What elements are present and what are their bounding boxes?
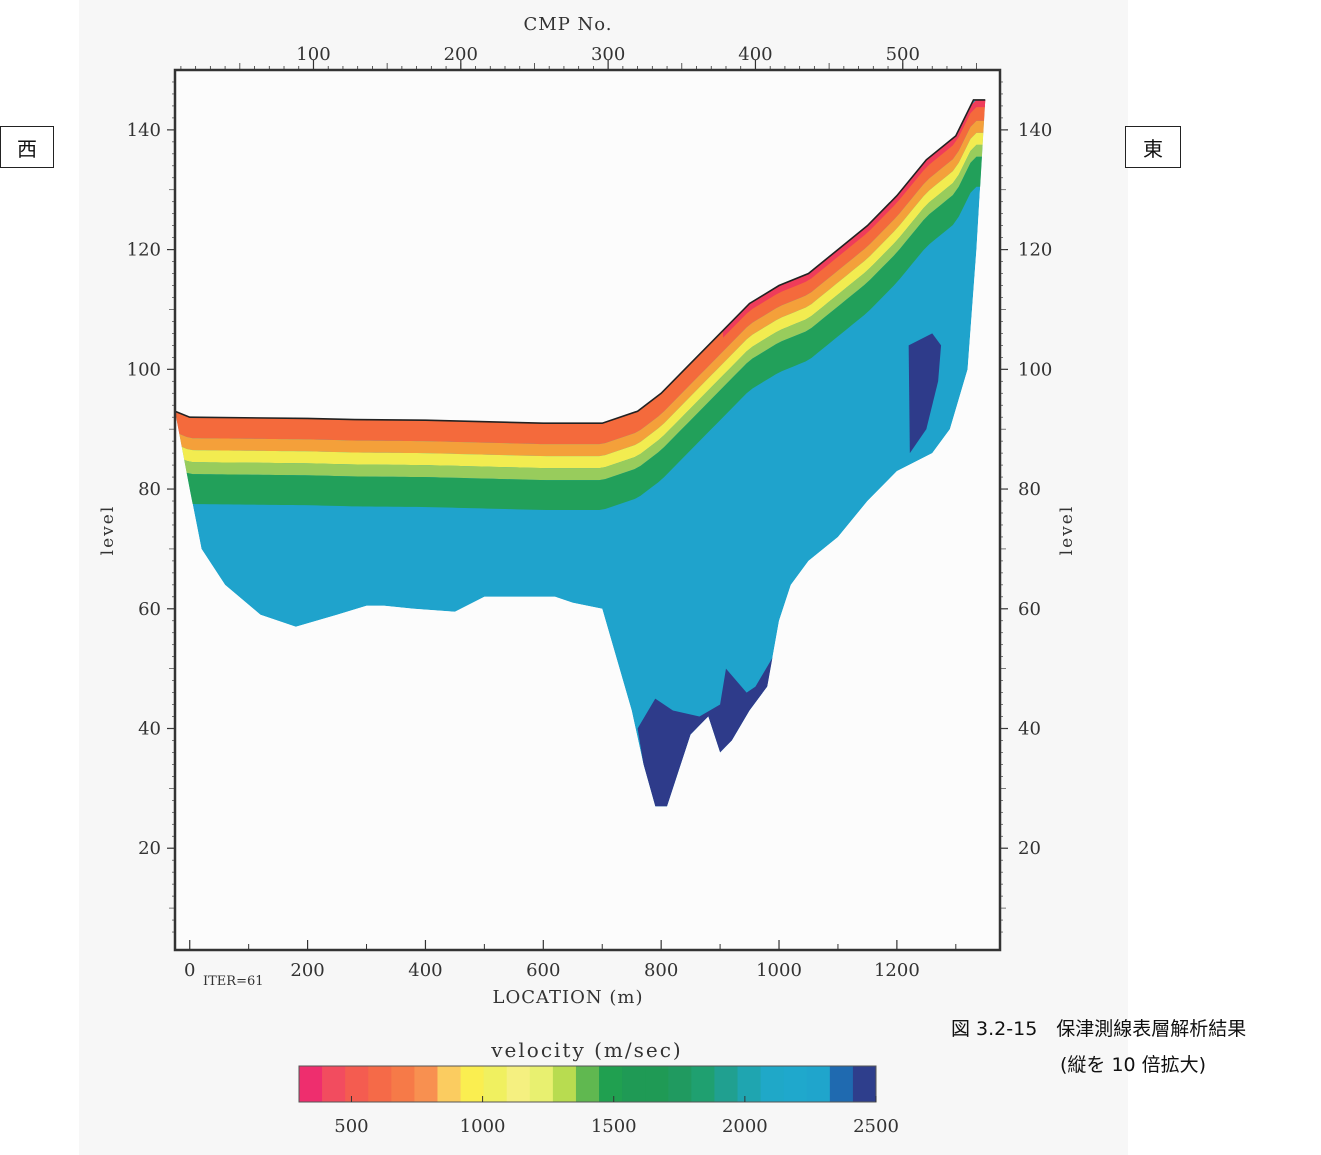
y-tick-label-right: 20 <box>1018 838 1041 859</box>
west-label-box: 西 <box>0 126 54 168</box>
east-label-box: 東 <box>1125 126 1181 168</box>
y-tick-label-right: 100 <box>1018 359 1052 380</box>
y-axis-title-left: level <box>98 505 118 556</box>
colorbar-ticks: 500 1000 1500 2000 2500 <box>334 1096 899 1137</box>
colorbar-tick-label: 2500 <box>853 1116 899 1137</box>
x-axis-title: LOCATION (m) <box>493 987 644 1008</box>
colorbar-swatch <box>760 1066 785 1102</box>
velocity-layer-3 <box>175 144 986 481</box>
high-velocity-zone-1 <box>908 333 942 454</box>
figure-note: (縦を 10 倍拡大) <box>1060 1054 1207 1076</box>
y-tick-label-right: 40 <box>1018 719 1041 740</box>
x-tick-label: 1000 <box>756 960 802 981</box>
plot-frame <box>173 68 1002 952</box>
colorbar-tick-label: 2000 <box>722 1116 768 1137</box>
x-tick-label: 400 <box>408 960 442 981</box>
colorbar-swatch <box>714 1066 739 1102</box>
colorbar-swatch <box>529 1066 554 1102</box>
colorbar-swatch <box>599 1066 623 1102</box>
colorbar-tick-label: 500 <box>334 1116 368 1137</box>
velocity-layer-2 <box>175 132 986 469</box>
colorbar-swatch <box>414 1066 438 1102</box>
cmp-tick-label: 200 <box>444 44 478 65</box>
high-velocity-zone-0 <box>637 620 782 807</box>
x-tick-label: 1200 <box>874 960 920 981</box>
colorbar-swatch <box>460 1066 485 1102</box>
x-tick-label: 800 <box>644 960 678 981</box>
east-label: 東 <box>1143 136 1163 161</box>
colorbar <box>299 1066 877 1102</box>
colorbar-title: velocity (m/sec) <box>490 1038 682 1062</box>
colorbar-swatch <box>668 1066 692 1102</box>
y-tick-label-left: 120 <box>127 240 161 261</box>
x-tick-label: 200 <box>290 960 324 981</box>
colorbar-swatch <box>852 1066 877 1102</box>
figure-caption: 図 3.2-15 保津測線表層解析結果 <box>951 1018 1247 1040</box>
y-tick-label-left: 20 <box>138 838 161 859</box>
x-tick-label: 0 <box>184 960 195 981</box>
colorbar-swatch <box>622 1066 646 1102</box>
axis-ticks: 0 200 400 600 800 1000 1200 100 200 300 400 500 20 20… <box>127 44 1053 981</box>
west-label: 西 <box>17 136 37 161</box>
x-tick-label: 600 <box>526 960 560 981</box>
y-tick-label-left: 60 <box>138 599 161 620</box>
colorbar-frame <box>298 1065 877 1103</box>
y-tick-label-right: 140 <box>1018 120 1052 141</box>
y-tick-label-right: 80 <box>1018 479 1041 500</box>
velocity-layer-4 <box>175 156 986 510</box>
colorbar-swatch <box>691 1066 715 1102</box>
colorbar-swatch <box>829 1066 854 1102</box>
colorbar-swatch <box>552 1066 577 1102</box>
y-tick-label-right: 60 <box>1018 599 1041 620</box>
iteration-annotation: ITER=61 <box>203 974 264 989</box>
colorbar-swatch <box>391 1066 415 1102</box>
colorbar-tick-label: 1500 <box>591 1116 637 1137</box>
colorbar-swatch <box>783 1066 808 1102</box>
colorbar-swatch <box>299 1066 323 1102</box>
colorbar-swatch <box>322 1066 346 1102</box>
ground-surface-line <box>174 99 986 424</box>
cmp-tick-label: 300 <box>591 44 625 65</box>
y-tick-label-left: 40 <box>138 719 161 740</box>
y-tick-label-left: 140 <box>127 120 161 141</box>
colorbar-swatch <box>437 1066 462 1102</box>
colorbar-tick-label: 1000 <box>460 1116 506 1137</box>
colorbar-swatch <box>483 1066 508 1102</box>
cmp-tick-label: 500 <box>886 44 920 65</box>
cmp-tick-label: 100 <box>296 44 330 65</box>
colorbar-swatch <box>575 1066 600 1102</box>
velocity-layer-0 <box>175 99 986 445</box>
colorbar-swatch <box>506 1066 531 1102</box>
cmp-tick-label: 400 <box>738 44 772 65</box>
velocity-layer-1 <box>175 120 986 457</box>
velocity-data-layer <box>174 99 986 807</box>
colorbar-swatch <box>345 1066 369 1102</box>
colorbar-swatch <box>645 1066 669 1102</box>
y-tick-label-left: 100 <box>127 359 161 380</box>
top-axis-title: CMP No. <box>523 14 612 35</box>
y-tick-label-left: 80 <box>138 479 161 500</box>
colorbar-swatch <box>737 1066 762 1102</box>
colorbar-swatch <box>368 1066 392 1102</box>
y-axis-title-right: level <box>1057 505 1077 556</box>
colorbar-swatch <box>806 1066 831 1102</box>
y-tick-label-right: 120 <box>1018 240 1052 261</box>
